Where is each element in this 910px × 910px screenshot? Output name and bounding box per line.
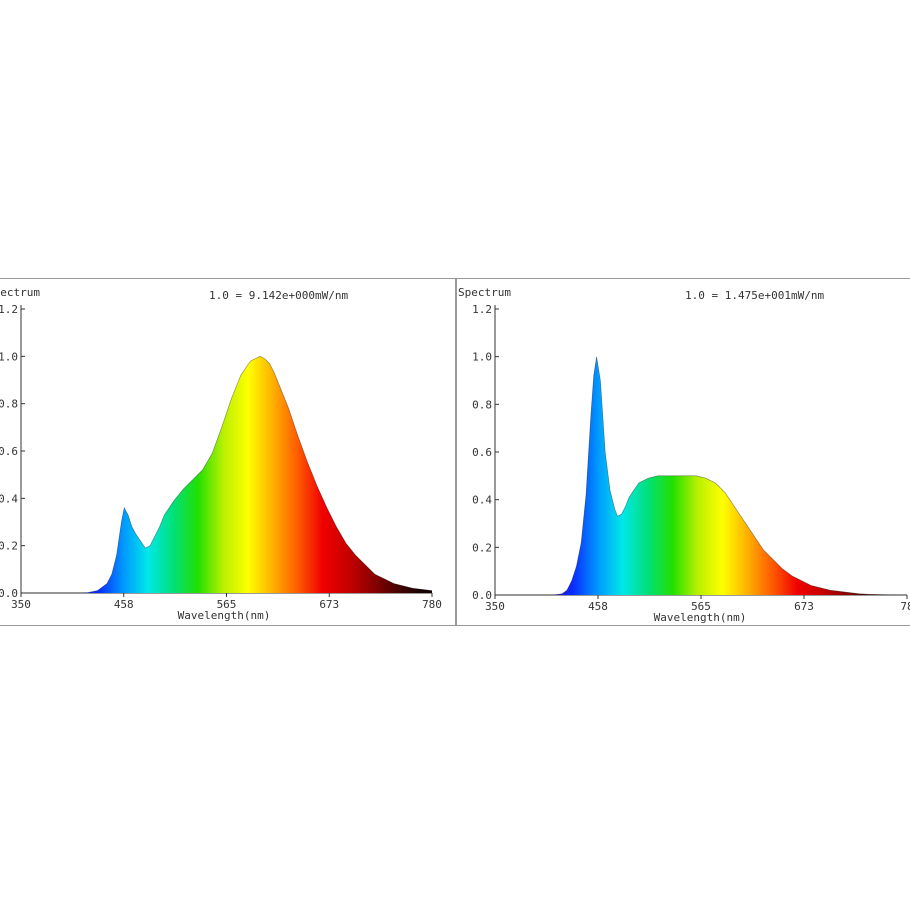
y-tick-label: 0.2 (472, 541, 492, 554)
x-tick-label: 78 (900, 600, 910, 613)
y-tick-label: 0.4 (0, 492, 18, 505)
y-tick-label: 0.6 (472, 446, 492, 459)
y-tick-label: 1.0 (472, 351, 492, 364)
y-tick-label: 0.2 (0, 540, 18, 553)
x-tick-label: 565 (217, 598, 237, 611)
chart-subtitle: 1.0 = 1.475e+001mW/nm (685, 289, 824, 302)
axis-layer: 0.0 0.2 0.4 0.6 0.8 1.0 1.2 350 458 565 673 780 (0, 303, 442, 611)
x-tick-label: 565 (691, 600, 711, 613)
spectrum-line (21, 355, 433, 594)
x-tick-label: 350 (11, 598, 31, 611)
x-axis-label: Wavelength(nm) (654, 611, 747, 624)
x-tick-label: 673 (319, 598, 339, 611)
y-tick-label: 0.6 (0, 445, 18, 458)
y-tick-label: 1.2 (0, 303, 18, 316)
spectrum-area (21, 356, 432, 593)
x-axis-label: Wavelength(nm) (178, 609, 271, 622)
axis-layer: 0.0 0.2 0.4 0.6 0.8 1.0 1.2 350 458 565 673 78 (472, 303, 910, 613)
y-tick-label: 0.8 (0, 398, 18, 411)
spectrum-panel-right: Spectrum 1.0 = 1.475e+001mW/nm Wavelengt… (456, 278, 910, 626)
y-tick-label: 1.2 (472, 303, 492, 316)
y-tick-label: 0.0 (0, 587, 18, 600)
y-tick-label: 1.0 (0, 350, 18, 363)
y-tick-label: 0.4 (472, 494, 492, 507)
area-layer (21, 355, 433, 594)
spectrum-chart-right: Spectrum 1.0 = 1.475e+001mW/nm Wavelengt… (458, 286, 910, 624)
y-tick-label: 0.0 (472, 589, 492, 602)
x-tick-label: 673 (794, 600, 814, 613)
x-tick-label: 458 (114, 598, 134, 611)
x-tick-label: 458 (588, 600, 608, 613)
chart-title: Spectrum (458, 286, 511, 299)
spectrum-area (495, 356, 907, 595)
chart-title: Spectrum (0, 286, 40, 299)
chart-subtitle: 1.0 = 9.142e+000mW/nm (209, 289, 348, 302)
spectrum-line (495, 356, 907, 596)
spectrum-chart-left: Spectrum 1.0 = 9.142e+000mW/nm Wavelengt… (0, 286, 442, 622)
x-tick-label: 780 (422, 598, 442, 611)
y-tick-label: 0.8 (472, 398, 492, 411)
spectrum-panel-left: Spectrum 1.0 = 9.142e+000mW/nm Wavelengt… (0, 278, 456, 626)
x-tick-label: 350 (485, 600, 505, 613)
area-layer (495, 356, 907, 596)
